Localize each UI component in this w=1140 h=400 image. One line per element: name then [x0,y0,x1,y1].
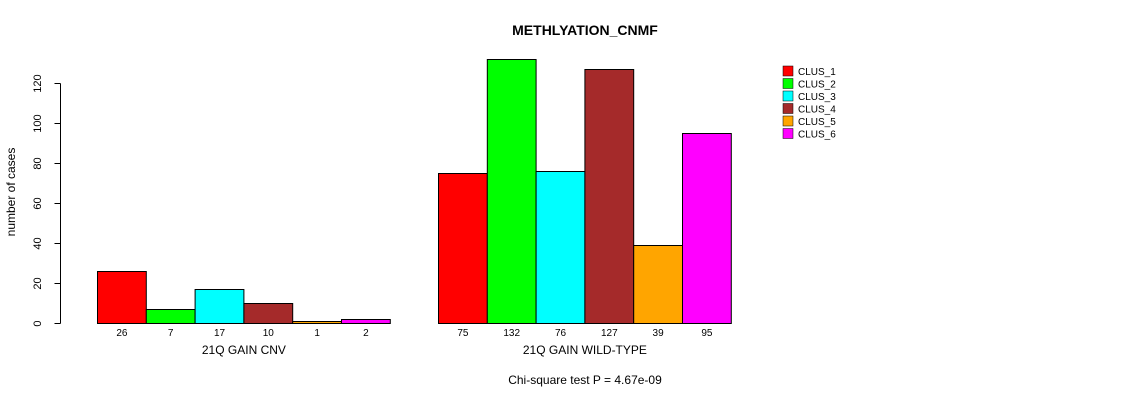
y-axis: 0 20 40 60 80 100 120 [32,74,61,327]
y-tick-label: 60 [32,197,44,209]
legend-label: CLUS_1 [798,67,836,78]
y-tick-label: 80 [32,157,44,169]
footnote: Chi-square test P = 4.67e-09 [508,373,662,387]
bar-count-label: 10 [263,328,275,339]
legend-swatch [782,103,794,114]
y-tick-label: 20 [32,277,44,289]
bar-count-label: 26 [116,328,128,339]
bar [584,69,635,324]
legend-swatch [782,90,794,102]
legend-label: CLUS_4 [798,105,836,116]
bar [145,309,196,324]
y-tick-label: 0 [32,320,44,326]
bar-count-label: 75 [457,328,469,339]
chart-title: METHLYATION_CNMF [512,22,658,38]
legend-swatch [782,128,794,139]
bars: 26 7 17 10 1 2 21Q GAIN CNV 75 132 76 127 39 95 21Q G… [97,59,732,357]
bar [438,173,488,324]
y-tick-label: 120 [32,74,44,92]
legend-swatch [782,78,794,89]
group-label: 21Q GAIN CNV [202,343,286,357]
bar-count-label: 1 [314,328,320,339]
legend-label: CLUS_2 [798,80,836,91]
y-tick-label: 40 [32,237,44,249]
bar [633,245,684,324]
legend-swatch [782,65,794,77]
bar-count-label: 95 [701,328,713,339]
bar-count-label: 2 [363,328,369,339]
bar [486,59,537,324]
group-label: 21Q GAIN WILD-TYPE [523,343,647,357]
legend-label: CLUS_3 [798,92,836,103]
bar [535,171,586,324]
bar [194,289,245,324]
legend-label: CLUS_6 [798,130,836,141]
bar [97,271,147,324]
bar-count-label: 17 [214,328,226,339]
y-axis-label: number of cases [4,148,18,237]
bar-count-label: 7 [168,328,174,339]
bar [682,133,732,324]
legend-swatch [782,115,794,127]
bar [292,321,343,324]
bar [243,303,294,324]
y-tick-label: 100 [32,114,44,132]
legend-label: CLUS_5 [798,117,836,128]
bar-count-label: 39 [653,328,665,339]
bar-count-label: 127 [601,328,618,339]
bar [341,319,391,324]
bar-count-label: 132 [503,328,520,339]
bar-count-label: 76 [555,328,567,339]
